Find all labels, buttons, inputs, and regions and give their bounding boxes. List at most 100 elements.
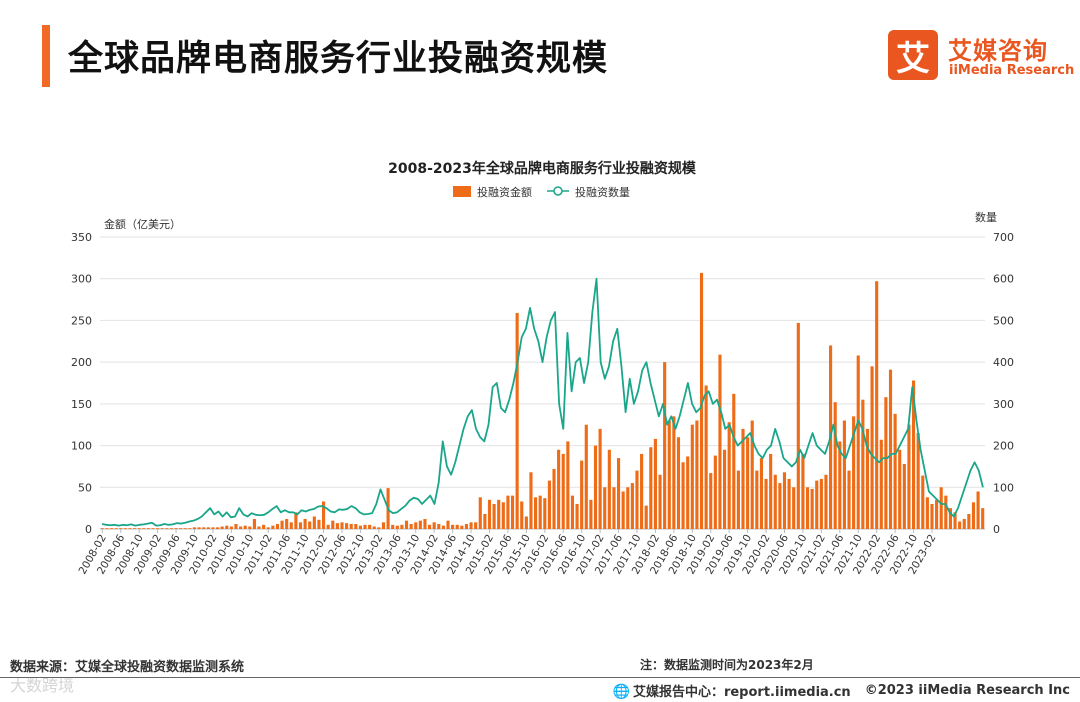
amount-bar	[215, 527, 220, 529]
amount-bar	[607, 449, 611, 529]
amount-bar	[704, 385, 708, 529]
amount-bar	[156, 528, 160, 529]
amount-bar	[404, 520, 409, 529]
amount-bar	[257, 526, 261, 529]
amount-bar	[437, 523, 441, 529]
y-left-tick-label: 150	[71, 398, 92, 411]
amount-bar	[345, 523, 349, 529]
amount-bar	[833, 402, 837, 529]
amount-bar	[188, 528, 192, 529]
amount-bar	[455, 524, 459, 529]
amount-bar	[842, 420, 846, 529]
amount-bar	[174, 528, 178, 529]
y-right-tick-label: 600	[993, 273, 1014, 286]
amount-bar	[547, 480, 551, 529]
amount-bar	[534, 497, 538, 529]
amount-bar	[792, 487, 796, 529]
amount-bar	[312, 516, 316, 529]
amount-bar	[469, 522, 473, 529]
amount-bar	[741, 428, 745, 529]
amount-bar	[958, 521, 962, 529]
amount-bar	[584, 424, 588, 529]
amount-bar	[902, 463, 906, 529]
amount-bar	[183, 528, 187, 529]
amount-bar	[593, 445, 598, 529]
amount-bar	[736, 470, 740, 529]
amount-bar	[805, 487, 810, 529]
data-source: 数据来源：艾媒全球投融资数据监测系统	[10, 660, 245, 675]
amount-bar	[252, 518, 256, 529]
amount-bar	[898, 449, 902, 529]
amount-bar	[414, 522, 418, 529]
y-left-axis-title: 金额（亿美元）	[104, 217, 181, 231]
count-line	[101, 277, 984, 527]
amount-bar	[755, 470, 759, 529]
amount-bar	[529, 472, 533, 529]
amount-bar	[294, 512, 298, 529]
y-right-axis-title: 数量	[975, 211, 997, 224]
legend-amount-label: 投融资金额	[477, 185, 532, 199]
amount-bar	[916, 433, 920, 529]
amount-bar	[801, 453, 805, 529]
amount-bar	[879, 439, 883, 529]
amount-bar	[552, 468, 556, 529]
y-right-tick-label: 100	[993, 481, 1014, 494]
amount-bar	[962, 518, 966, 529]
amount-bar	[381, 522, 386, 529]
amount-bar	[543, 498, 547, 529]
amount-bar	[810, 488, 814, 529]
amount-bar	[699, 272, 704, 529]
amount-bar	[197, 527, 201, 529]
amount-bar	[100, 528, 104, 529]
amount-bar	[875, 281, 879, 529]
amount-bar	[474, 522, 478, 529]
data-note: 注：数据监测时间为2023年2月	[640, 658, 814, 672]
amount-bar	[566, 441, 570, 529]
amount-bar	[119, 528, 123, 529]
amount-bar	[764, 478, 768, 529]
amount-bar	[709, 473, 713, 529]
amount-bar	[289, 522, 293, 529]
amount-bar	[626, 487, 630, 529]
amount-bar	[340, 522, 344, 529]
amount-bar	[515, 312, 519, 529]
amount-bar	[690, 424, 694, 529]
amount-bar	[303, 518, 307, 529]
amount-bar	[589, 499, 593, 529]
amount-bar	[460, 525, 464, 529]
amount-bar	[391, 524, 395, 529]
y-left-tick-label: 200	[71, 356, 92, 369]
amount-bar	[570, 495, 575, 529]
footer-divider	[0, 677, 1080, 678]
amount-bar	[819, 478, 823, 529]
amount-bar	[732, 393, 736, 529]
iimedia-logo: 艾 艾媒咨询 iiMedia Research	[888, 30, 1074, 82]
legend-count-label: 投融资数量	[575, 185, 630, 199]
y-right-tick-label: 700	[993, 231, 1014, 244]
amount-bar	[501, 502, 505, 529]
amount-bar	[580, 460, 584, 529]
amount-bar	[888, 369, 893, 529]
amount-bar	[815, 480, 819, 529]
amount-bar	[524, 516, 528, 529]
copyright: ©2023 iiMedia Research Inc	[864, 683, 1070, 698]
amount-bar	[782, 472, 787, 529]
amount-bar	[280, 520, 284, 529]
amount-bar	[192, 527, 197, 529]
amount-bar	[769, 453, 773, 529]
amount-bar	[746, 437, 750, 529]
amount-bar	[285, 518, 289, 529]
logo-name-cn: 艾媒咨询	[948, 37, 1048, 65]
logo-name-en: iiMedia Research	[949, 63, 1075, 78]
amount-bar	[220, 526, 224, 529]
logo-glyph: 艾	[888, 30, 938, 80]
amount-bar	[239, 526, 243, 529]
report-center-link[interactable]: 艾媒报告中心：report.iimedia.cn	[632, 685, 851, 700]
amount-bar	[865, 428, 870, 529]
amount-bar	[243, 525, 247, 529]
amount-bar	[109, 528, 114, 529]
amount-bar	[321, 501, 326, 529]
y-right-tick-label: 400	[993, 356, 1014, 369]
amount-bar	[423, 518, 427, 529]
amount-bar	[317, 519, 321, 529]
